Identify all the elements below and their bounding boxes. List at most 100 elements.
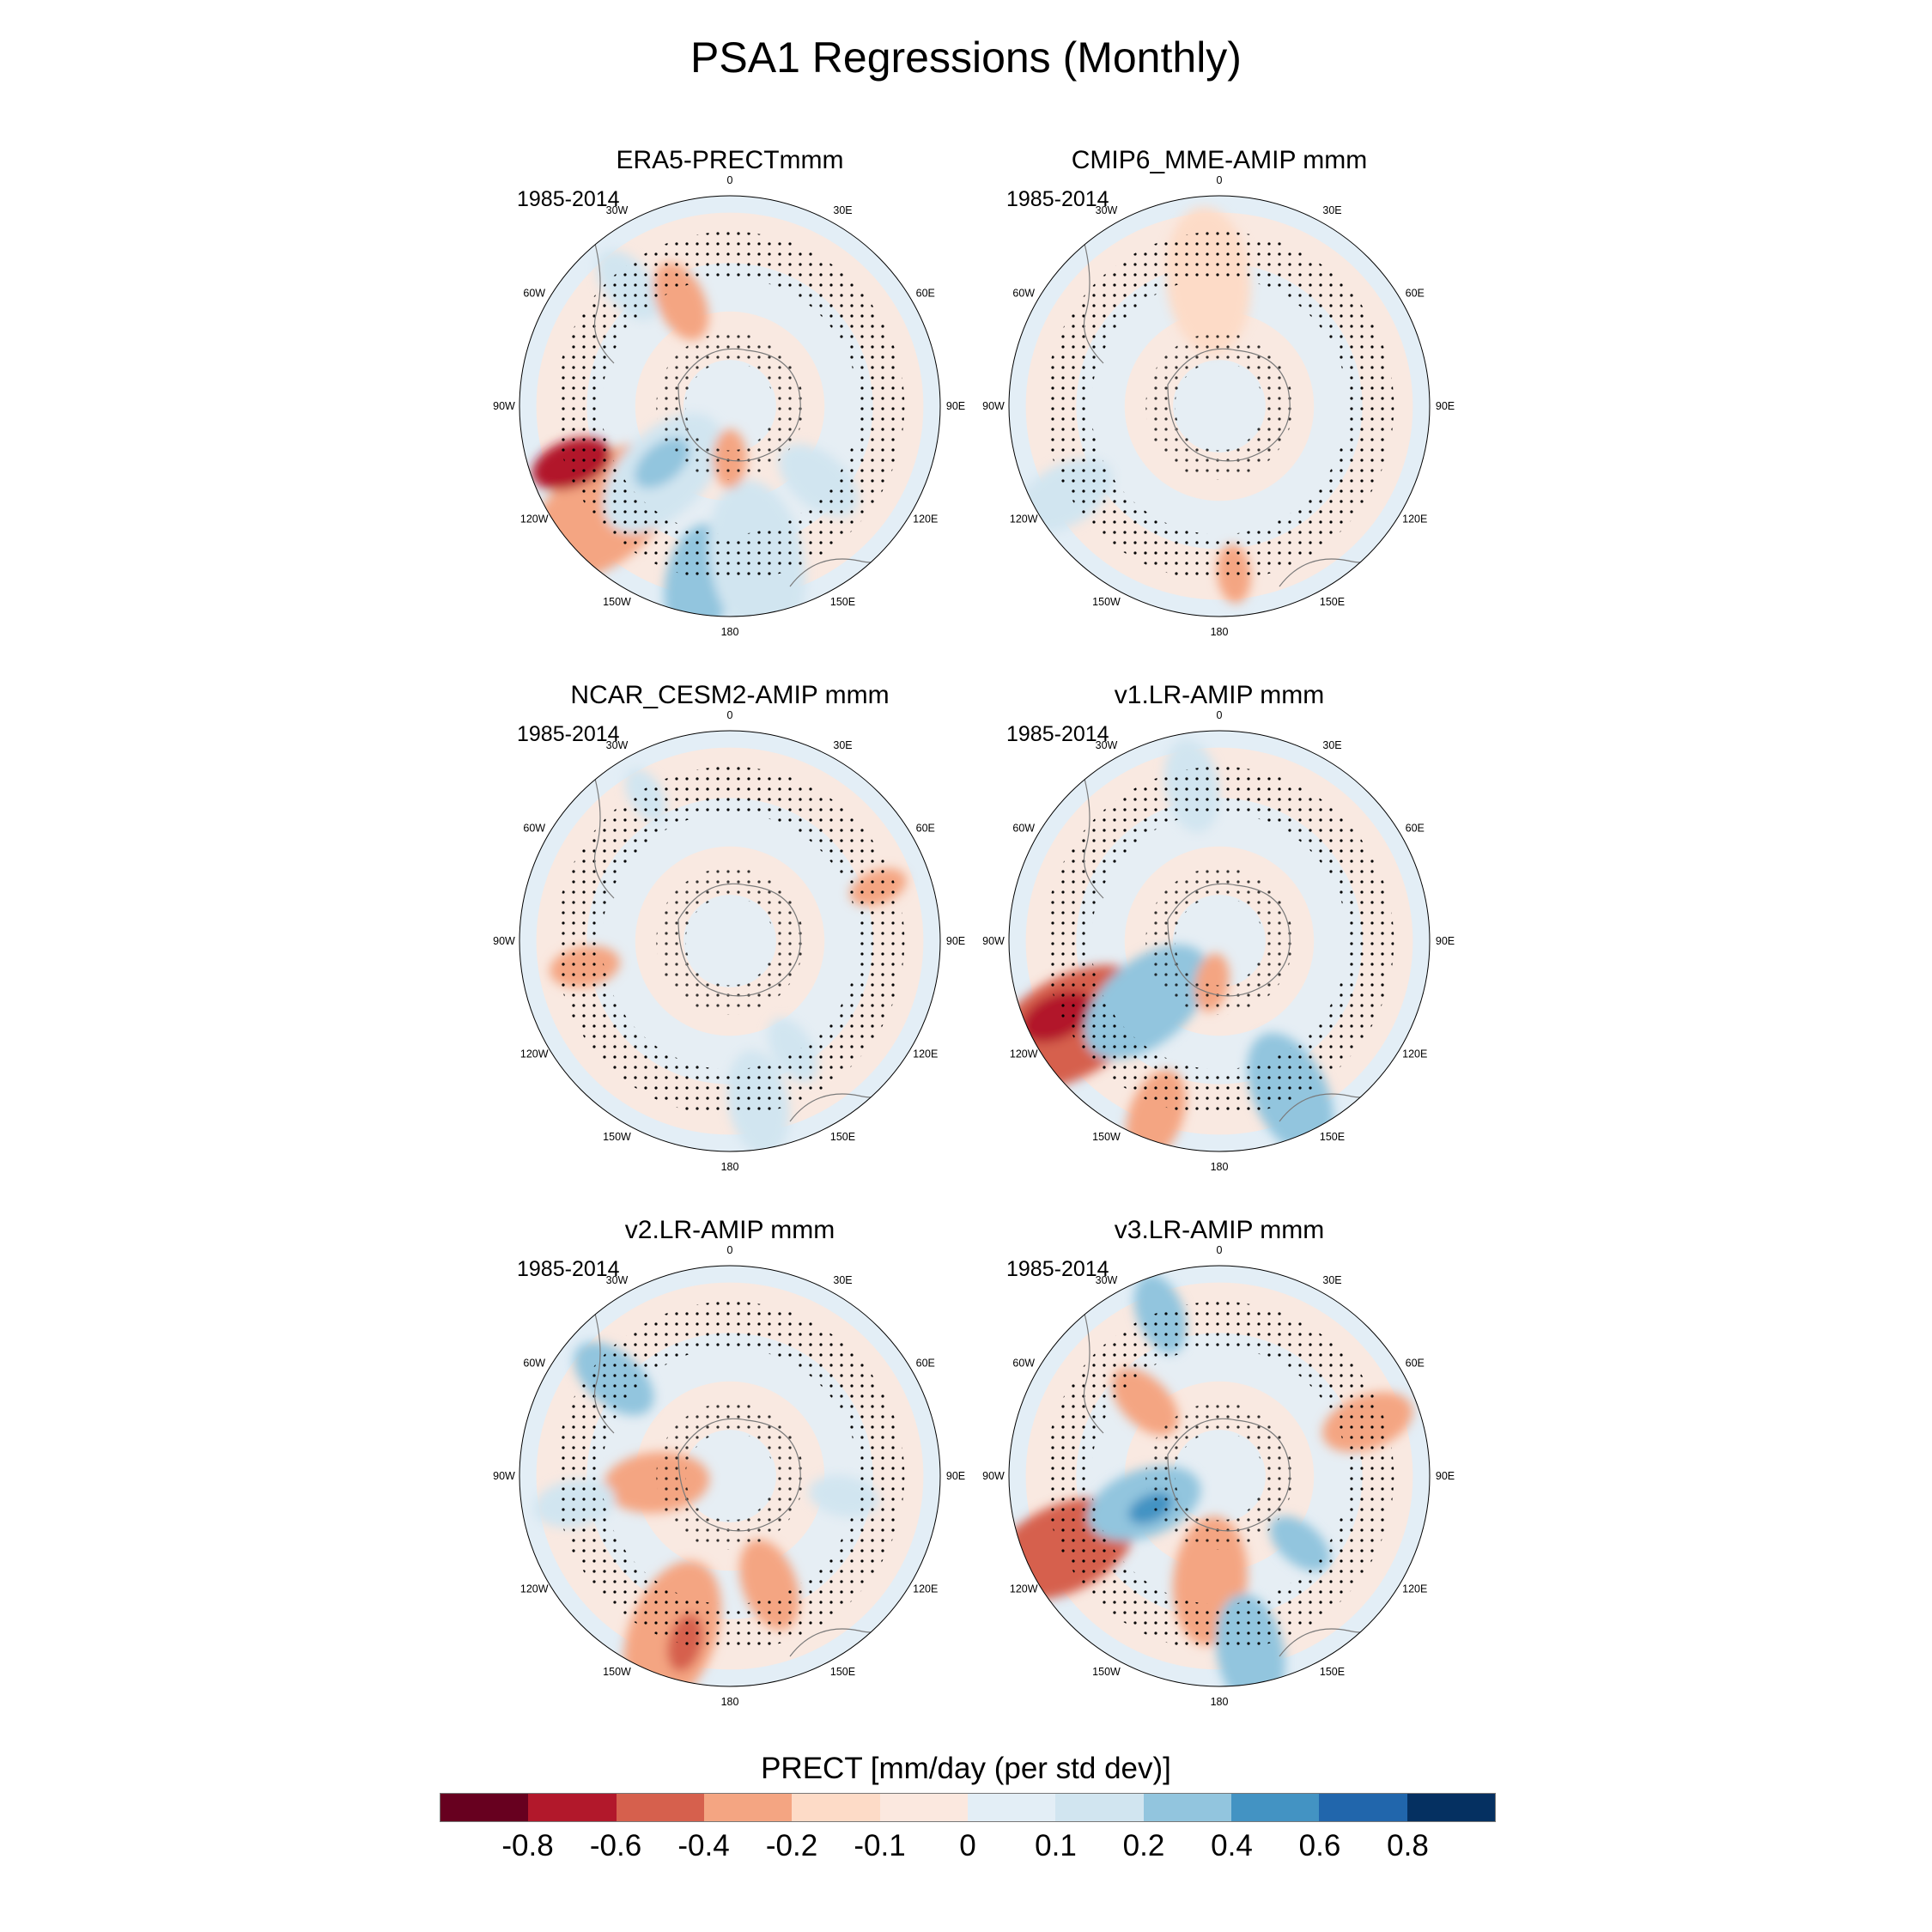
longitude-label: 60E [1406,823,1425,835]
longitude-label: 30E [1322,739,1341,751]
significance-stipple [555,1301,905,1651]
colorbar-box [440,1794,529,1821]
longitude-label: 150W [1092,1666,1121,1678]
map-border [519,195,941,617]
map-border [1008,1265,1431,1687]
panel-title: v2.LR-AMIP mmm [624,1216,835,1244]
longitude-label: 90E [1436,400,1455,412]
longitude-label: 150E [1320,596,1345,608]
longitude-label: 0 [1217,174,1223,186]
polar-map: 0 30E 60E 90E 120E 150E 180 150W 120W 90W 60W 30W [982,709,1455,1173]
colorbar-box [792,1794,880,1821]
longitude-label: 90E [946,935,965,947]
longitude-label: 180 [1211,626,1229,638]
longitude-label: 30E [1322,1274,1341,1286]
panel-title: ERA5-PRECTmmm [616,146,844,174]
map-border [1008,730,1431,1152]
colorbar-title: PRECT [mm/day (per std dev)] [761,1752,1171,1785]
longitude-label: 150W [603,596,631,608]
polar-map: 0 30E 60E 90E 120E 150E 180 150W 120W 90W 60W 30W [493,709,965,1173]
colorbar-tick-label: -0.1 [854,1829,906,1862]
south-america-coastline [1081,1303,1104,1434]
panel-period: 1985-2014 [517,1257,620,1281]
longitude-label: 30E [833,1274,852,1286]
longitude-label: 60W [1012,823,1035,835]
longitude-label: 90W [982,1470,1005,1482]
longitude-label: 180 [1211,1161,1229,1173]
anomaly-ring [1173,360,1266,453]
map-border [519,1265,941,1687]
significance-stipple [1044,1301,1394,1651]
map-panel: v3.LR-AMIP mmm 1985-2014 0 30E 60E 90E 120E 150… [982,1216,1455,1708]
significance-stipple [1044,766,1394,1116]
longitude-label: 30E [833,739,852,751]
anomaly-region [1269,1516,1330,1571]
south-america-coastline [592,234,615,364]
anomaly-ring [683,1430,776,1522]
panel-title: v1.LR-AMIP mmm [1114,681,1325,709]
longitude-label: 60W [523,288,545,300]
longitude-label: 180 [721,1161,739,1173]
longitude-label: 30E [833,204,852,216]
significance-stipple [656,1402,804,1550]
longitude-label: 120W [1010,1048,1038,1060]
longitude-label: 30W [1096,1274,1118,1286]
longitude-label: 180 [721,1696,739,1708]
panel-period: 1985-2014 [517,187,620,211]
antarctica-coastline [1167,348,1291,462]
antarctica-coastline [1167,1418,1291,1532]
longitude-label: 60E [916,823,935,835]
longitude-label: 150W [603,1666,631,1678]
longitude-label: 0 [1217,709,1223,721]
longitude-label: 120E [913,1048,938,1060]
significance-stipple [656,867,804,1015]
longitude-label: 60E [1406,288,1425,300]
longitude-label: 120W [520,1583,549,1595]
longitude-label: 90E [1436,935,1455,947]
significance-stipple [555,766,905,1116]
south-america-coastline [1081,769,1104,899]
longitude-label: 150W [1092,1131,1121,1143]
colorbar-tick-label: -0.2 [765,1829,818,1862]
longitude-label: 120E [913,513,938,526]
antarctica-coastline [1167,883,1291,997]
longitude-label: 120W [1010,513,1038,526]
longitude-label: 0 [727,709,733,721]
antarctica-coastline [677,883,801,997]
polar-map: 0 30E 60E 90E 120E 150E 180 150W 120W 90W 60W 30W [982,1244,1455,1708]
antarctica-coastline [677,1418,801,1532]
colorbar-tick-label: 0.4 [1211,1829,1253,1862]
colorbar-tick-label: -0.4 [677,1829,730,1862]
colorbar-tick-label: -0.6 [589,1829,642,1862]
south-america-coastline [592,1303,615,1434]
longitude-label: 120E [1402,1583,1427,1595]
longitude-label: 120E [1402,1048,1427,1060]
longitude-label: 60W [1012,288,1035,300]
longitude-label: 150E [830,1131,855,1143]
longitude-label: 60E [1406,1358,1425,1370]
colorbar-box [879,1794,968,1821]
longitude-label: 60W [1012,1358,1035,1370]
colorbar-tick-label: 0.2 [1122,1829,1165,1862]
longitude-label: 90E [946,1470,965,1482]
map-border [519,730,941,1152]
longitude-label: 150W [1092,596,1121,608]
colorbar-box [528,1794,617,1821]
panel-period: 1985-2014 [1006,722,1109,746]
significance-stipple [555,231,905,581]
longitude-label: 180 [1211,1696,1229,1708]
significance-stipple [1145,867,1293,1015]
longitude-label: 30E [1322,204,1341,216]
panel-period: 1985-2014 [1006,187,1109,211]
polar-map: 0 30E 60E 90E 120E 150E 180 150W 120W 90W 60W 30W [493,174,965,638]
longitude-label: 60W [523,823,545,835]
panel-title: NCAR_CESM2-AMIP mmm [570,681,890,709]
colorbar-tick-label: 0.8 [1387,1829,1429,1862]
longitude-label: 120W [1010,1583,1038,1595]
colorbar-box [1319,1794,1407,1821]
map-panel: ERA5-PRECTmmm 1985-2014 0 30E 60E 90E 120E 150E… [493,146,965,638]
longitude-label: 120E [913,1583,938,1595]
colorbar-box [1230,1794,1320,1821]
main-title: PSA1 Regressions (Monthly) [690,33,1242,82]
panel-title: CMIP6_MME-AMIP mmm [1071,146,1368,174]
